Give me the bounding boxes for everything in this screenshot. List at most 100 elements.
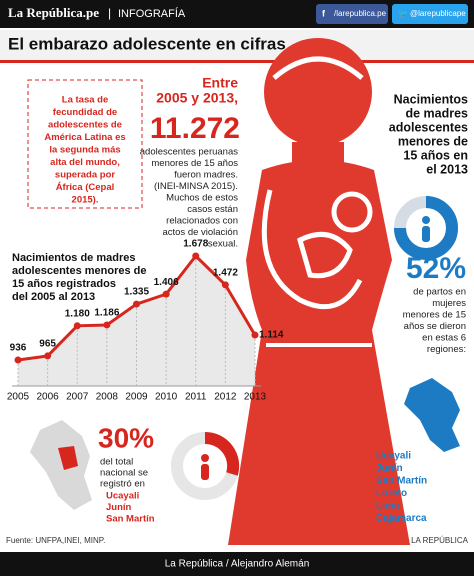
x-tick-label: 2008 [96,392,119,403]
chart-title: del 2005 al 2013 [12,291,95,303]
stat-line: actos de violación [162,227,238,238]
data-point [221,281,229,289]
twitter-button[interactable] [392,4,468,24]
value-label: 1.406 [154,277,179,288]
data-point [162,290,170,298]
data-point [73,322,81,330]
section[interactable]: INFOGRAFÍA [118,7,186,20]
value-label: 1.186 [94,308,119,319]
twitter-label[interactable]: @larepublicape [410,9,466,18]
data-point [44,352,52,360]
value-label: 936 [10,343,27,354]
peru-map-left [30,420,92,510]
mother-silhouette [228,38,410,545]
bottom-region: San Martín [106,514,155,525]
donut-icon [394,196,458,260]
note-line: América Latina es [44,132,125,143]
footer-credit: La República / Alejandro Alemán [165,559,310,570]
note-box [27,79,143,209]
x-tick-label: 2005 [7,392,30,403]
bottom-region: Ucayali [106,491,139,502]
note-line: adolescentes de [48,120,122,131]
x-tick-label: 2012 [214,392,237,403]
right-region: Loreto [376,488,407,499]
data-point [251,331,259,339]
brand: La República.pe [8,5,99,20]
bottom-region: Junín [106,502,132,513]
x-tick-label: 2013 [244,392,267,403]
x-tick-label: 2011 [185,392,207,403]
twitter-icon: 🐦 [398,9,408,18]
stat-number: 11.272 [150,112,240,145]
value-label: 1.180 [65,308,90,319]
note-line: la segunda más [49,145,120,156]
value-label: 1.114 [259,330,284,341]
x-tick-label: 2006 [37,392,60,403]
bottom-line: nacional se [100,468,148,479]
stat-line: (INEI-MINSA 2015). [154,181,238,192]
right-percent: 52% [406,252,466,285]
peru-regions-left [58,446,78,470]
facebook-button[interactable] [316,4,388,24]
note-line: La tasa de [62,95,108,106]
right-title: el 2013 [426,162,468,176]
right-region: Cajamarca [376,513,427,524]
data-point [103,321,111,329]
right-region: Lima [376,501,400,512]
stat-line: casos están [187,204,238,215]
note-line: fecundidad de [53,107,117,118]
x-tick-label: 2010 [155,392,178,403]
title-band [0,30,474,60]
stat-intro: 2005 y 2013, [156,90,238,106]
data-point [133,300,140,308]
value-label: 1.678 [183,239,208,250]
value-label: 965 [39,339,56,350]
title-rule [0,60,474,63]
chart-title: 15 años registrados [12,278,116,290]
stat-line: adolescentes peruanas [140,147,238,158]
right-line: en estas 6 [422,333,466,344]
note-line: 2015). [72,195,99,206]
note-line: África (Cepal [56,182,115,193]
right-region: San Martín [376,476,427,487]
bottom-line: del total [100,457,133,468]
right-region: Junín [376,463,403,474]
source: Fuente: UNFPA,INEI, MINP. [6,536,105,545]
note-line: superada por [55,170,115,181]
stat-line: sexual. [208,239,238,250]
right-line: de partos en [413,287,466,298]
right-line: regiones: [427,344,466,355]
x-tick-label: 2007 [66,392,89,403]
note-line: alta del mundo, [50,157,120,168]
donut-icon-red [171,431,240,500]
value-label: 1.472 [213,268,238,279]
separator: | [108,6,111,20]
right-line: mujeres [432,298,466,309]
right-line: años se dieron [404,321,466,332]
title: El embarazo adolescente en cifras [8,34,286,53]
chart-title: Nacimientos de madres [12,252,136,264]
right-title: adolescentes [389,120,468,134]
right-title: de madres [405,106,468,120]
right-line: menores de 15 [403,310,466,321]
bottom-percent: 30% [98,422,154,453]
data-point [192,252,200,260]
stat-intro: Entre [202,75,238,91]
facebook-label[interactable]: /larepublica.pe [334,9,387,18]
stat-line: fueron madres. [174,170,238,181]
stat-line: relacionados con [166,216,238,227]
value-label: 1.335 [124,287,149,298]
right-title: 15 años en [403,148,468,162]
footer-bar [0,552,474,576]
chart-title: adolescentes menores de [12,265,147,277]
right-title: Nacimientos [394,92,468,106]
stat-line: menores de 15 años [151,158,238,169]
peru-map-right [404,378,460,452]
right-region: Ucayali [376,451,411,462]
bottom-line: registró en [100,479,145,490]
facebook-icon: f [322,8,326,18]
x-tick-label: 2009 [125,392,148,403]
credit: LA REPÚBLICA [411,536,469,545]
